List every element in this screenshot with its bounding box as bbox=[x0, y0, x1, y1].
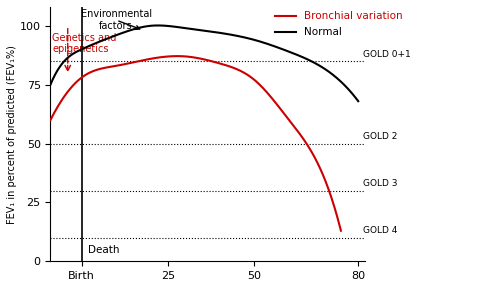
Text: GOLD 2: GOLD 2 bbox=[364, 132, 398, 141]
Text: GOLD 0+1: GOLD 0+1 bbox=[364, 50, 411, 59]
Text: Environmental
factors: Environmental factors bbox=[80, 9, 152, 31]
Text: GOLD 4: GOLD 4 bbox=[364, 226, 398, 235]
Text: GOLD 3: GOLD 3 bbox=[364, 179, 398, 188]
Y-axis label: FEV₁ in percent of predicted (FEV₁%): FEV₁ in percent of predicted (FEV₁%) bbox=[7, 45, 17, 223]
Text: Genetics and
epigenetics: Genetics and epigenetics bbox=[52, 33, 116, 54]
Legend: Bronchial variation, Normal: Bronchial variation, Normal bbox=[271, 7, 407, 42]
Text: Death: Death bbox=[88, 245, 120, 255]
